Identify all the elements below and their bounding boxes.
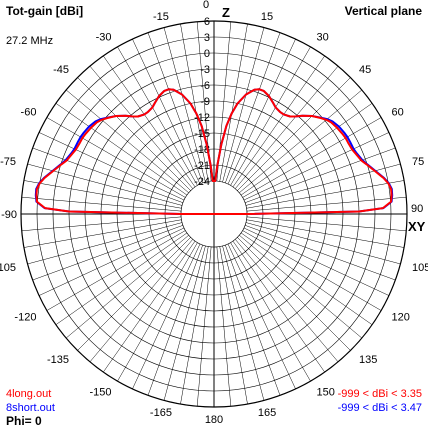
frequency-label: 27.2 MHz — [6, 35, 53, 47]
series-curve-4long — [35, 88, 393, 215]
polar-grid — [20, 20, 408, 408]
angle-label: -165 — [150, 407, 172, 419]
angle-label: -150 — [89, 387, 111, 399]
radial-tick-labels: 6 3 0 -3 -6 -9 -12 -15 -18 -21 -24 — [194, 16, 210, 188]
radial-tick-label: 6 — [204, 16, 210, 28]
angle-label: 135 — [359, 354, 377, 366]
angle-label: -60 — [21, 107, 37, 119]
radial-tick-label: -18 — [194, 144, 210, 156]
axis-label-xy: XY — [408, 219, 426, 234]
angle-label: 180 — [205, 414, 223, 426]
angle-label: 105 — [412, 262, 428, 274]
angle-label: 30 — [317, 31, 329, 43]
angle-label: 60 — [392, 107, 404, 119]
radial-tick-label: -15 — [194, 128, 210, 140]
angle-label: -75 — [0, 156, 16, 168]
legend-range-2: -999 < dBi < 3.47 — [338, 402, 422, 414]
chart-title: Tot-gain [dBi] — [6, 4, 83, 18]
angle-label: 165 — [258, 407, 276, 419]
radial-tick-label: 3 — [204, 32, 210, 44]
angle-label: -45 — [53, 64, 69, 76]
pattern-curves — [34, 88, 394, 215]
plane-label: Vertical plane — [345, 4, 423, 18]
radial-tick-label: -6 — [200, 80, 210, 92]
angle-label: 15 — [261, 11, 273, 23]
radial-tick-label: -24 — [194, 176, 210, 188]
angle-label: -15 — [153, 11, 169, 23]
radial-tick-label: -9 — [200, 96, 210, 108]
radial-tick-label: 0 — [204, 48, 210, 60]
angle-label: 150 — [317, 387, 335, 399]
legend-file-1: 4long.out — [6, 388, 51, 400]
phi-label: Phi= 0 — [6, 414, 42, 428]
angle-label: 0 — [203, 0, 209, 11]
angle-label: 75 — [412, 156, 424, 168]
radial-tick-label: -21 — [194, 160, 210, 172]
radial-tick-label: -12 — [194, 112, 210, 124]
angle-label: 90 — [411, 203, 423, 215]
axis-label-z: Z — [222, 5, 230, 20]
angle-label: -135 — [47, 354, 69, 366]
angle-label: -105 — [0, 262, 16, 274]
legend-file-2: 8short.out — [6, 402, 55, 414]
legend-range-1: -999 < dBi < 3.35 — [338, 388, 422, 400]
radial-tick-label: -3 — [200, 64, 210, 76]
angle-label: -120 — [14, 312, 36, 324]
angle-label: -30 — [96, 31, 112, 43]
angle-label: 45 — [359, 64, 371, 76]
angle-label: 120 — [392, 312, 410, 324]
angle-label: -90 — [1, 209, 17, 221]
